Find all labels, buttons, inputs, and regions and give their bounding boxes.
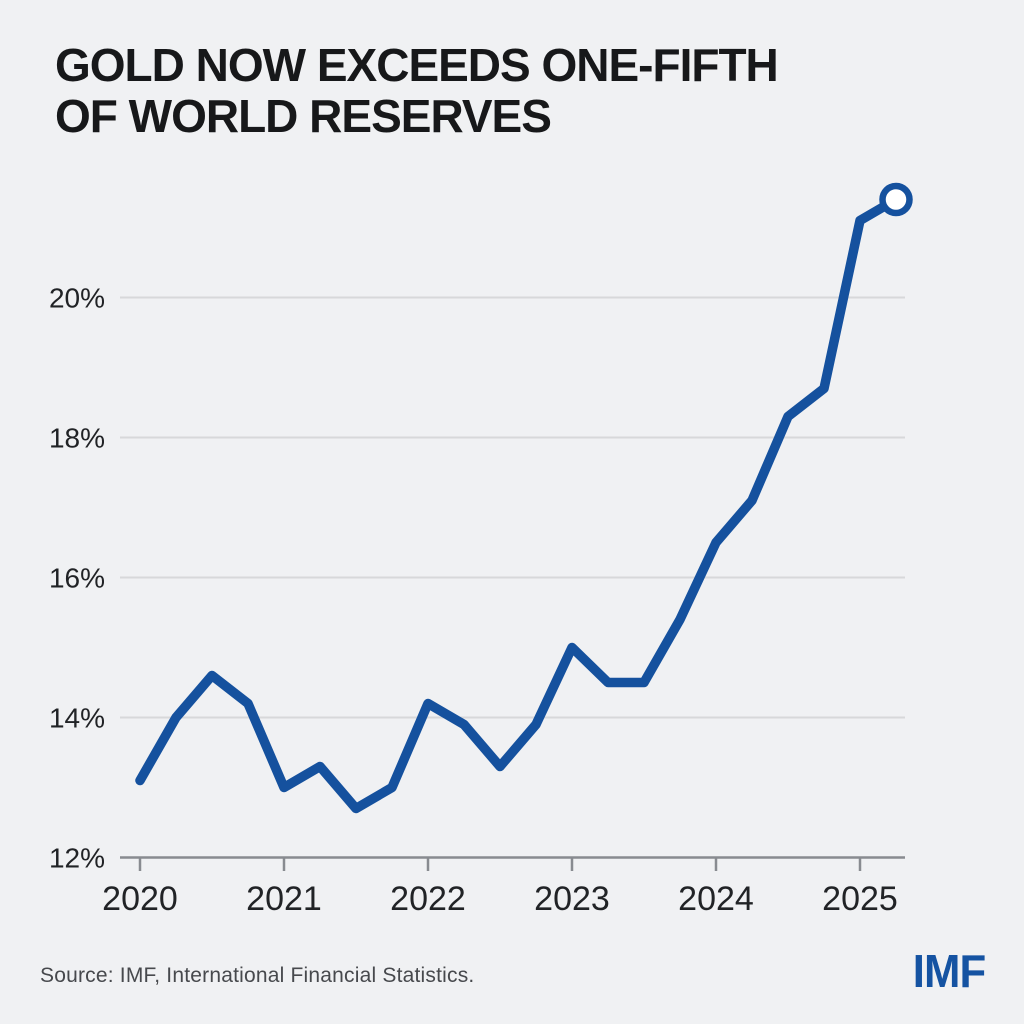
y-tick-label: 14%: [49, 703, 105, 734]
x-tick-label: 2020: [102, 880, 178, 918]
y-tick-label: 18%: [49, 423, 105, 454]
y-tick-label: 16%: [49, 563, 105, 594]
y-tick-label: 12%: [49, 843, 105, 874]
x-tick-label: 2023: [534, 880, 610, 918]
x-tick-label: 2021: [246, 880, 322, 918]
chart-title-line2: OF WORLD RESERVES: [55, 90, 552, 142]
y-tick-label: 20%: [49, 283, 105, 314]
chart-title: GOLD NOW EXCEEDS ONE-FIFTH OF WORLD RESE…: [55, 39, 779, 142]
x-tick-label: 2025: [822, 880, 898, 918]
chart-title-line1: GOLD NOW EXCEEDS ONE-FIFTH: [55, 39, 779, 91]
x-tick-label: 2024: [678, 880, 754, 918]
x-tick-label: 2022: [390, 880, 466, 918]
y-axis-labels: 12% 14% 16% 18% 20%: [49, 283, 105, 874]
imf-logo: IMF: [912, 945, 986, 997]
source-note: Source: IMF, International Financial Sta…: [40, 964, 475, 987]
gridlines: [120, 296, 905, 719]
latest-value-marker: [879, 182, 913, 217]
x-axis: 2020 2021 2022 2023 2024 2025: [102, 856, 905, 918]
gold-share-line: [135, 194, 901, 814]
